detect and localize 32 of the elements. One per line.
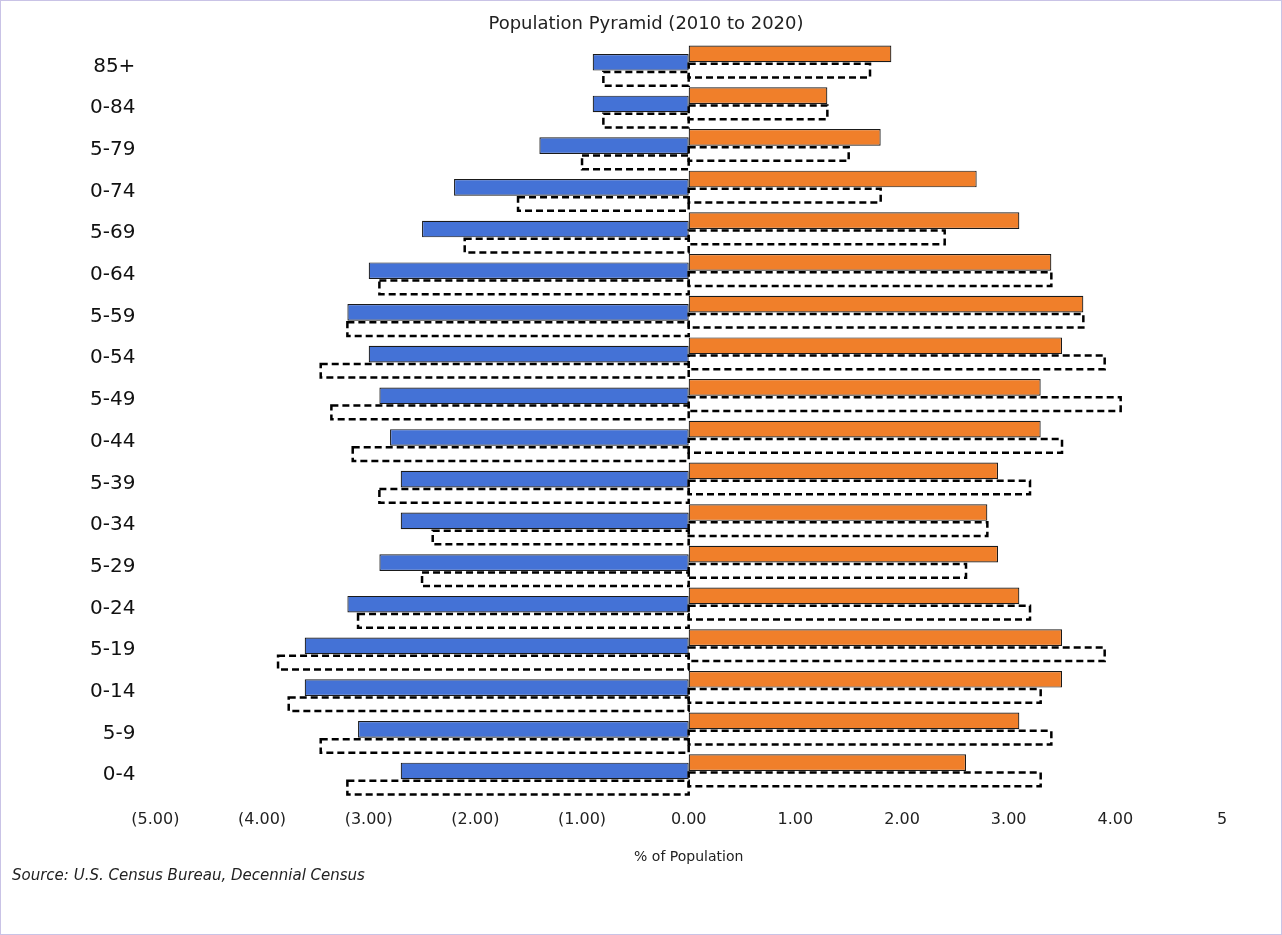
x-tick-label: 0.00 [670,808,707,828]
y-tick-label: 0-4 [102,761,136,786]
x-tick-label: (3.00) [344,808,393,828]
x-tick-label: 3.00 [990,808,1027,828]
x-tick-label: 4.00 [1097,808,1134,828]
x-tick-label: (4.00) [238,808,287,828]
x-axis-title: % of Population [634,848,744,865]
x-tick-label: 5 [1216,808,1228,828]
x-tick-label: 2.00 [884,808,920,828]
y-tick-label: 0-34 [90,511,136,536]
y-tick-label: 0-24 [90,594,136,619]
y-tick-label: 5-9 [102,719,136,744]
x-tick-label: (5.00) [131,808,180,828]
y-tick-label: 0-44 [90,427,136,452]
y-tick-label: 85+ [93,52,136,77]
y-tick-label: 5-39 [90,469,136,494]
y-tick-label: 0-84 [90,94,136,119]
y-tick-label: 5-79 [90,136,136,161]
y-tick-label: 5-59 [90,302,136,327]
y-tick-label: 0-64 [90,261,136,286]
y-tick-label: 0-14 [90,677,136,702]
x-tick-label: (1.00) [557,808,607,828]
y-tick-label: 5-69 [90,219,136,244]
chart-title: Population Pyramid (2010 to 2020) [488,12,804,34]
y-tick-label: 0-74 [90,177,136,202]
y-tick-label: 5-49 [90,386,136,411]
y-tick-label: 5-29 [90,552,136,577]
y-tick-label: 5-19 [90,636,136,661]
x-tick-label: (2.00) [451,808,500,828]
source-note: Source: U.S. Census Bureau, Decennial Census [12,866,365,884]
y-tick-label: 0-54 [90,344,136,369]
x-tick-label: 1.00 [777,808,814,828]
